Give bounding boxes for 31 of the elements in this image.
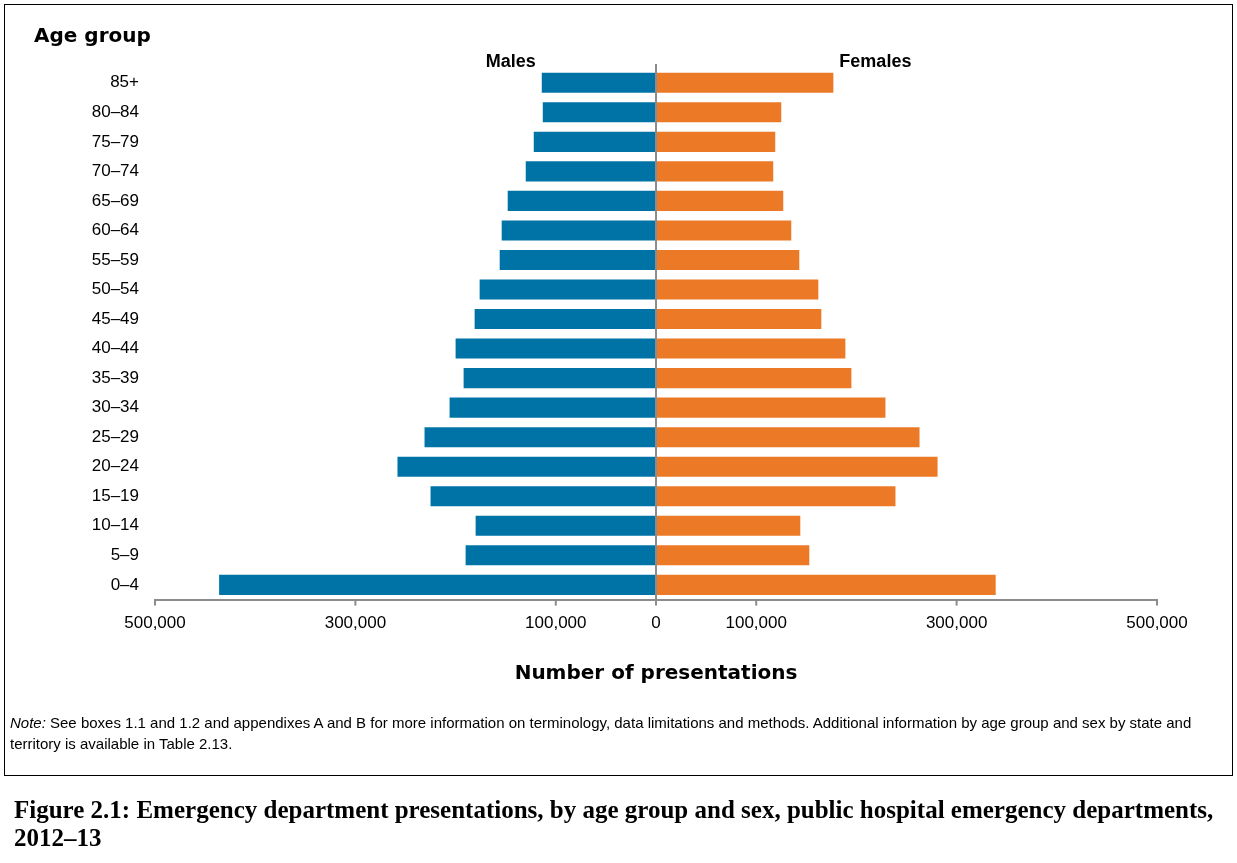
x-tick-label: 300,000	[925, 613, 988, 633]
y-axis-title: Age group	[34, 23, 151, 48]
y-tick-label: 5–9	[110, 544, 139, 564]
text: Figure 2.1: Emergency department presentations, by age group and sex, public hospital emergency departments, 2012–13	[14, 796, 1215, 852]
y-tick-label: 25–29	[91, 426, 139, 446]
y-tick-label: 35–39	[91, 367, 139, 387]
y-tick-label: 75–79	[91, 131, 139, 151]
text: Note: See boxes 1.1 and 1.2 and appendixes A and B for more information on terminology, data limitations and methods. Additional information by age group and sex by state and territory is available in Table 2.13.	[10, 713, 1193, 754]
y-tick-label: 85+	[110, 72, 140, 92]
x-axis-title: Number of presentations	[514, 660, 798, 685]
y-tick-label: 0–4	[110, 574, 139, 594]
y-tick-label: 65–69	[91, 190, 139, 210]
x-tick-label: 100,000	[725, 613, 787, 633]
y-tick-label: 15–19	[91, 485, 139, 505]
y-tick-label: 45–49	[91, 308, 139, 328]
y-tick-label: 80–84	[91, 101, 139, 121]
x-tick-label: 100,000	[525, 613, 587, 633]
y-tick-label: 70–74	[91, 161, 139, 181]
series-label: Females	[839, 50, 912, 71]
series-label: Males	[485, 50, 536, 71]
y-tick-label: 20–24	[91, 456, 139, 476]
x-tick-label: 500,000	[1126, 613, 1188, 633]
x-tick-label: 0	[651, 613, 661, 633]
y-tick-label: 55–59	[91, 249, 139, 269]
y-tick-label: 40–44	[91, 338, 139, 358]
x-tick-label: 300,000	[324, 613, 387, 633]
y-tick-label: 50–54	[91, 279, 139, 299]
x-tick-label: 500,000	[124, 613, 186, 633]
y-tick-label: 60–64	[91, 220, 139, 240]
y-tick-label: 30–34	[91, 397, 139, 417]
y-tick-label: 10–14	[91, 515, 139, 535]
